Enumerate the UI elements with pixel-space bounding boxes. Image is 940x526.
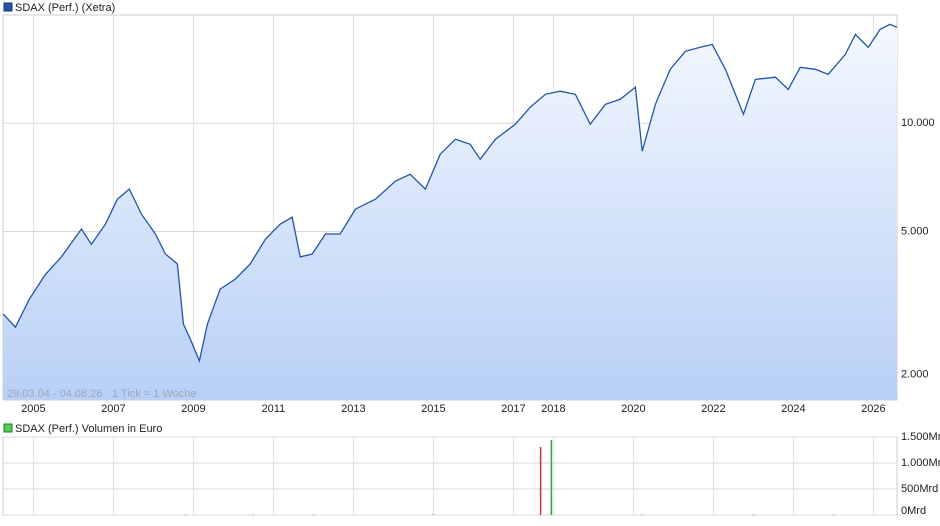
bar xyxy=(252,514,255,516)
x-tick-label: 2017 xyxy=(501,403,525,415)
y-tick-label: 0Mrd xyxy=(901,505,926,517)
y-tick-label: 1.000Mrd xyxy=(901,457,940,469)
bar xyxy=(550,440,553,515)
annotation: 1 Tick = 1 Woche xyxy=(112,388,196,400)
x-tick-label: 2009 xyxy=(181,403,205,415)
legend-label: SDAX (Perf.) Volumen in Euro xyxy=(15,423,162,435)
bar xyxy=(539,446,542,515)
x-tick-label: 2011 xyxy=(262,403,286,415)
legend-swatch xyxy=(3,423,13,433)
line xyxy=(2,23,898,363)
legend-label: SDAX (Perf.) (Xetra) xyxy=(15,2,115,14)
x-tick-label: 2020 xyxy=(621,403,645,415)
x-tick-label: 2026 xyxy=(861,403,885,415)
y-tick-label: 500Mrd xyxy=(901,483,938,495)
bar xyxy=(312,514,315,516)
legend-swatch xyxy=(3,2,13,12)
bar xyxy=(832,514,835,516)
x-tick-label: 2018 xyxy=(541,403,565,415)
x-tick-label: 2022 xyxy=(701,403,725,415)
annotation: 29.03.04 - 04.08.26 xyxy=(7,388,102,400)
x-tick-label: 2013 xyxy=(341,403,365,415)
area xyxy=(3,24,897,401)
bar xyxy=(752,514,755,516)
y-tick-label: 10.000 xyxy=(901,117,935,129)
x-tick-label: 2007 xyxy=(101,403,125,415)
bar xyxy=(640,514,643,515)
volume-plot-area xyxy=(2,436,898,516)
x-tick-label: 2024 xyxy=(781,403,805,415)
bar xyxy=(432,514,435,516)
y-tick-label: 2.000 xyxy=(901,369,929,381)
x-tick-label: 2005 xyxy=(21,403,45,415)
x-tick-label: 2015 xyxy=(421,403,445,415)
y-tick-label: 1.500Mrd xyxy=(901,431,940,443)
bar xyxy=(184,514,187,516)
y-tick-label: 5.000 xyxy=(901,225,929,237)
